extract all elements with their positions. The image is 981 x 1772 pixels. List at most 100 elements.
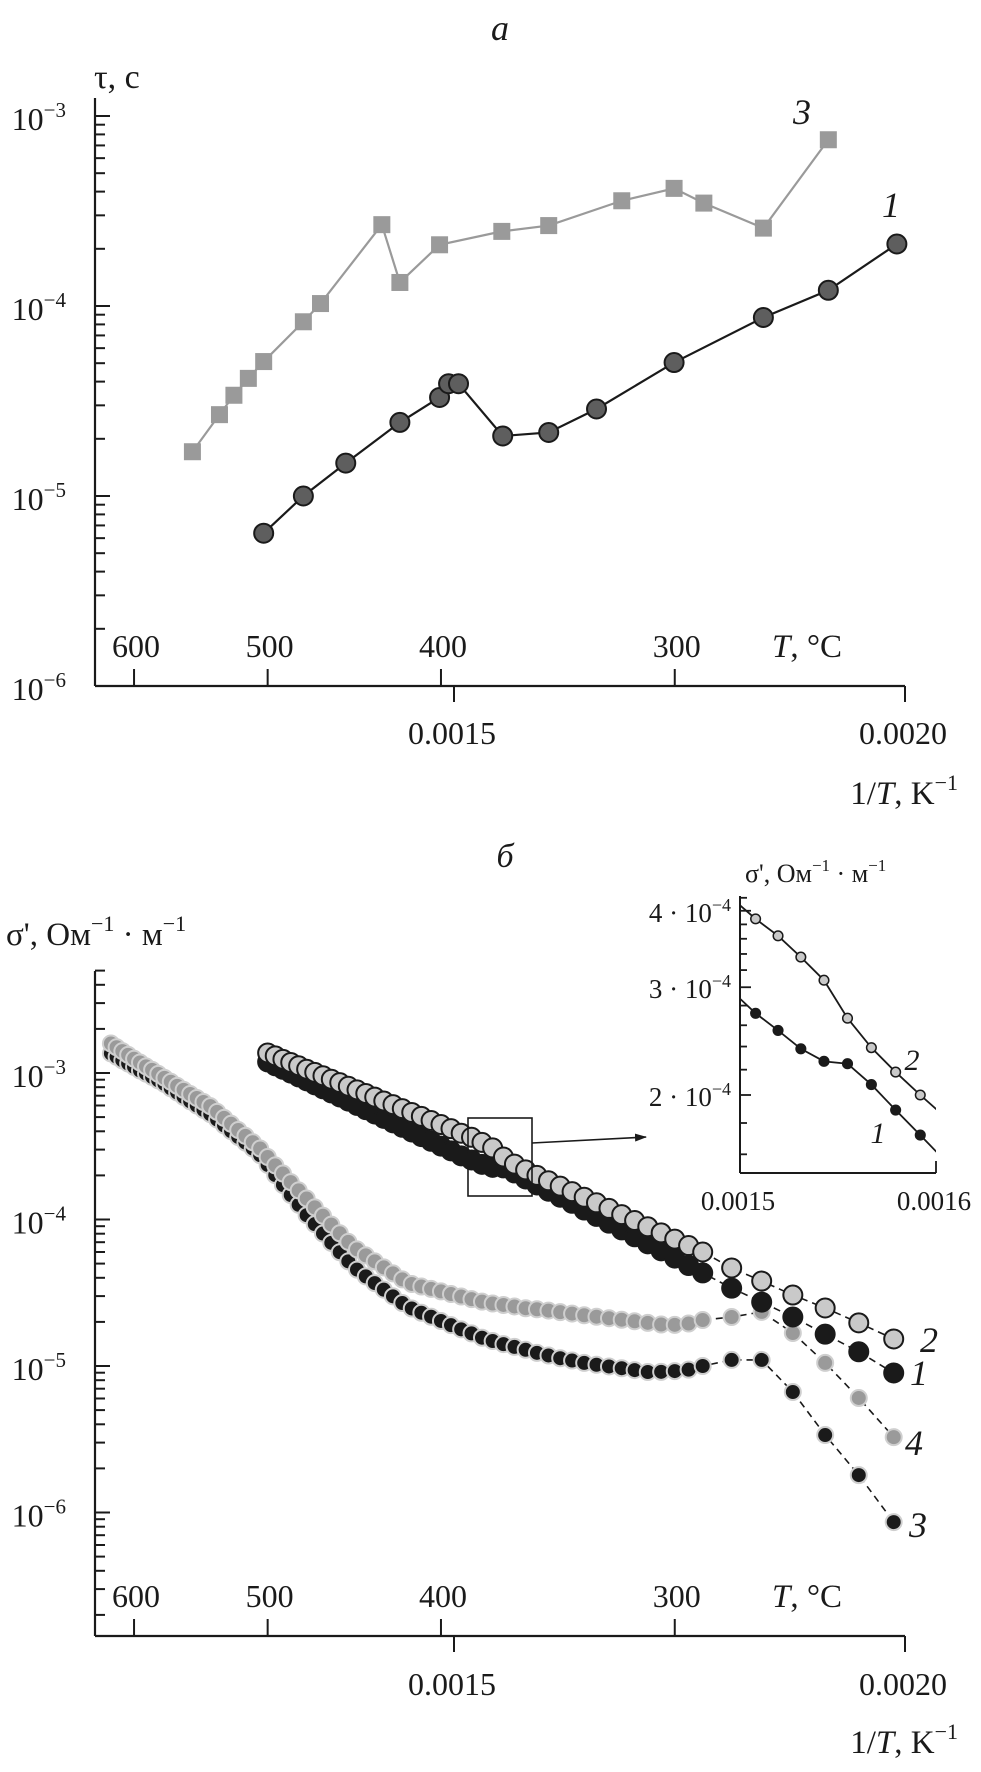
series-2-point (883, 1328, 905, 1350)
series-1-point (752, 306, 774, 328)
temperature-tick-label: 400 (419, 1578, 467, 1614)
series-1-point (389, 411, 411, 433)
series-1-point (292, 485, 314, 507)
temperature-axis-label: T, °C (772, 1579, 842, 1615)
series-1-point (538, 421, 560, 443)
inset-series-2-point (772, 930, 784, 942)
series-1-point (586, 398, 608, 420)
series-2-point (721, 1257, 743, 1279)
series-2-point (692, 1241, 714, 1263)
temperature-axis-label-part: , °C (790, 629, 842, 665)
series-1-point (692, 1262, 714, 1284)
inset-y-axis-label-part: −1 (868, 856, 886, 875)
x-axis-label-part: , K (894, 776, 935, 812)
x-tick-label: 0.0015 (408, 1666, 496, 1702)
inset-series-1-label: 1 (871, 1117, 886, 1150)
series-1-point (814, 1323, 836, 1345)
y-tick-label-part: −3 (44, 98, 66, 122)
y-tick-label-part: 10 (12, 1205, 44, 1241)
series-3-point (312, 295, 330, 313)
series-3-point (752, 1350, 771, 1369)
temperature-axis-label-part: T (772, 629, 793, 665)
series-1-point (448, 373, 470, 395)
series-3-point (391, 273, 409, 291)
x-axis-label: 1/T, K−1 (850, 770, 958, 812)
series-3-point (255, 353, 273, 371)
inset-plot-area (740, 904, 936, 1153)
inset-y-tick-label: 3 · 10−4 (649, 971, 731, 1004)
y-tick-label-part: −5 (44, 1348, 66, 1372)
y-tick-label: 10−6 (12, 1495, 66, 1534)
series-1-point (253, 522, 275, 544)
y-axis-label-part: σ', Ом (6, 917, 91, 953)
x-axis-label-part: 1/ (850, 1725, 877, 1761)
series-3-point (239, 369, 257, 387)
inset-series-1-point (818, 1055, 830, 1067)
x-axis-label-part: −1 (935, 1719, 958, 1744)
series-2-point (751, 1270, 773, 1292)
inset-x-tick-label: 0.0015 (701, 1186, 775, 1216)
y-tick-label-part: −3 (44, 1055, 66, 1079)
temperature-axis-label-part: , °C (790, 1579, 842, 1615)
series-2-point (848, 1312, 870, 1334)
arrow-to-inset (531, 1133, 647, 1144)
series-3-point (493, 222, 511, 240)
temperature-tick-label: 500 (246, 628, 294, 664)
y-axis-label-part: τ, с (94, 59, 140, 96)
inset-y-tick-label-part: 2 · 10 (649, 1082, 712, 1112)
panel-a-label: a (491, 8, 509, 48)
inset-series-2-line (740, 904, 936, 1111)
y-tick-label-part: 10 (12, 671, 44, 707)
temperature-tick-label: 500 (246, 1578, 294, 1614)
temperature-tick-label: 600 (112, 628, 160, 664)
series-3-point (613, 192, 631, 210)
inset-series-1-point (750, 1007, 762, 1019)
inset-series-1-point (914, 1129, 926, 1141)
series-1-point (751, 1291, 773, 1313)
series-3-point (373, 216, 391, 234)
temperature-tick-label: 300 (653, 1578, 701, 1614)
inset-series-2-point (818, 974, 830, 986)
temperature-tick-label: 400 (419, 628, 467, 664)
x-tick-label: 0.0015 (408, 715, 496, 751)
y-axis-label: σ', Ом−1 · м−1 (6, 911, 186, 953)
series-3-point (210, 406, 228, 424)
temperature-tick-label: 600 (112, 1578, 160, 1614)
series-4-point (722, 1308, 741, 1327)
inset-series-2-point (795, 951, 807, 963)
series-1-label: 1 (910, 1353, 928, 1393)
y-tick-label-part: 10 (12, 1351, 44, 1387)
inset-y-axis-label: σ', Ом−1 · м−1 (745, 856, 886, 888)
inset-series-1-point (841, 1058, 854, 1070)
inset-y-tick-label-part: −4 (712, 1079, 731, 1099)
series-3-point (431, 236, 449, 254)
inset-series-2-point (890, 1066, 902, 1078)
y-tick-label: 10−3 (12, 98, 66, 137)
inset-y-tick-label-part: 4 · 10 (649, 898, 712, 928)
y-tick-label-part: 10 (12, 1498, 44, 1534)
y-tick-label: 10−3 (12, 1055, 66, 1094)
series-3-point (783, 1382, 802, 1401)
series-3-label: 3 (792, 92, 811, 132)
y-tick-label: 10−4 (12, 288, 67, 327)
series-1-point (335, 452, 357, 474)
y-tick-label-part: −6 (44, 668, 66, 692)
temperature-tick-label: 300 (653, 628, 701, 664)
inset-y-tick-label-part: −4 (712, 971, 731, 991)
series-1-point (848, 1341, 870, 1363)
series-3-point (754, 219, 772, 237)
y-tick-label-part: 10 (12, 1058, 44, 1094)
inset-series-1-point (890, 1104, 902, 1116)
x-tick-label: 0.0020 (859, 1666, 947, 1702)
inset-series-1-line (740, 997, 936, 1153)
series-4-point (816, 1353, 835, 1372)
series-4-line (110, 1042, 895, 1438)
series-4-label: 4 (905, 1423, 923, 1463)
inset-y-tick-label-part: 3 · 10 (649, 974, 712, 1004)
y-tick-label-part: −6 (44, 1495, 66, 1519)
y-tick-label: 10−4 (12, 1202, 67, 1241)
y-tick-label-part: 10 (12, 101, 44, 137)
inset-y-axis-label-part: σ', Ом (745, 859, 812, 888)
inset-series-2-point (914, 1089, 926, 1101)
